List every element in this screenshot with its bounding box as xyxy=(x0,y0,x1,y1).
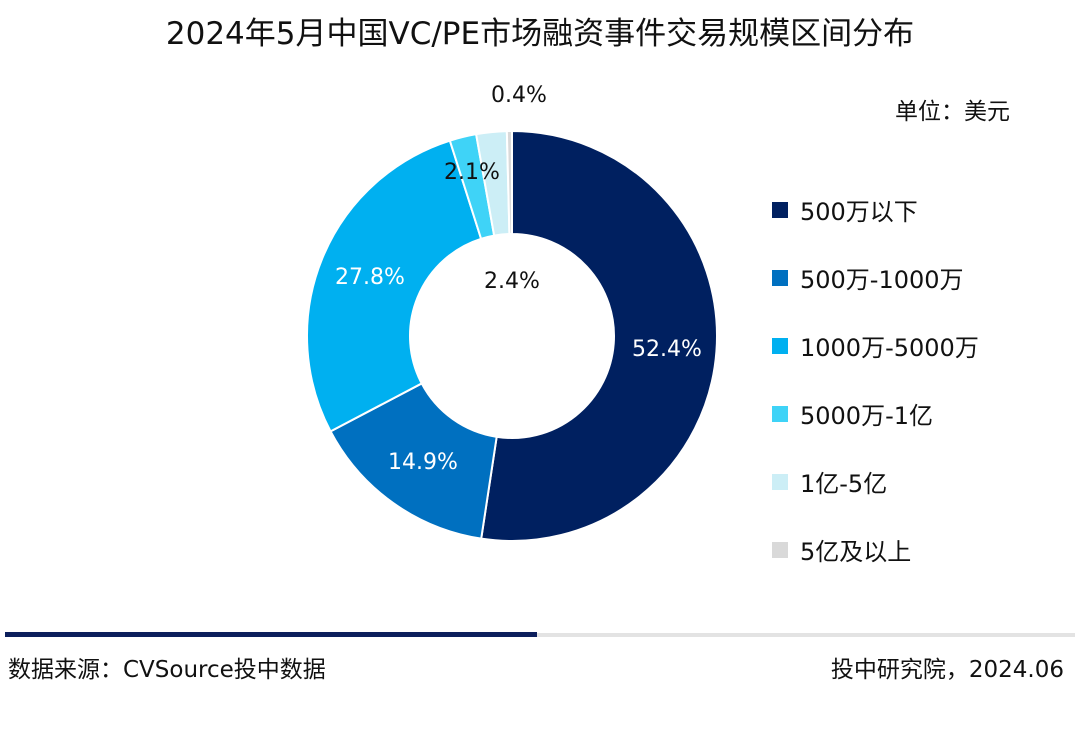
source-text: 数据来源：CVSource投中数据 xyxy=(8,657,326,683)
legend-item: 1000万-5000万 xyxy=(772,328,979,363)
chart-title: 2024年5月中国VC/PE市场融资事件交易规模区间分布 xyxy=(165,16,915,52)
legend-label: 5亿及以上 xyxy=(800,538,912,566)
slice-2 xyxy=(306,139,483,433)
unit-label: 单位：美元 xyxy=(895,99,1010,125)
legend-swatch xyxy=(772,337,788,354)
legend-swatch xyxy=(772,405,788,422)
footer-divider-dark xyxy=(5,632,537,637)
legend-swatch xyxy=(772,201,788,218)
legend-item: 5000万-1亿 xyxy=(772,396,933,431)
data-label-2: 27.8% xyxy=(335,265,405,290)
legend-item: 5亿及以上 xyxy=(772,532,911,567)
legend-item: 500万-1000万 xyxy=(772,260,964,295)
data-label-4: 2.4% xyxy=(484,269,540,294)
data-label-5: 0.4% xyxy=(491,83,547,108)
data-label-1: 14.9% xyxy=(388,450,458,475)
legend-swatch xyxy=(772,473,788,490)
org-date-text: 投中研究院，2024.06 xyxy=(830,657,1064,683)
legend-item: 500万以下 xyxy=(772,192,918,227)
legend-swatch xyxy=(772,269,788,286)
legend-label: 1000万-5000万 xyxy=(800,334,979,362)
footer-divider-light xyxy=(537,633,1075,637)
slice-5 xyxy=(505,129,513,236)
legend-label: 500万-1000万 xyxy=(800,266,964,294)
data-label-3: 2.1% xyxy=(444,160,500,185)
legend-label: 500万以下 xyxy=(800,198,918,226)
legend-item: 1亿-5亿 xyxy=(772,464,887,499)
donut-chart: 52.4% 14.9% 27.8% 2.1% 2.4% 0.4% xyxy=(306,83,718,542)
data-label-0: 52.4% xyxy=(632,337,702,362)
legend-label: 5000万-1亿 xyxy=(800,402,934,430)
slice-0 xyxy=(480,129,718,542)
slice-1 xyxy=(329,382,498,540)
legend-swatch xyxy=(772,541,788,558)
legend-label: 1亿-5亿 xyxy=(800,470,888,498)
